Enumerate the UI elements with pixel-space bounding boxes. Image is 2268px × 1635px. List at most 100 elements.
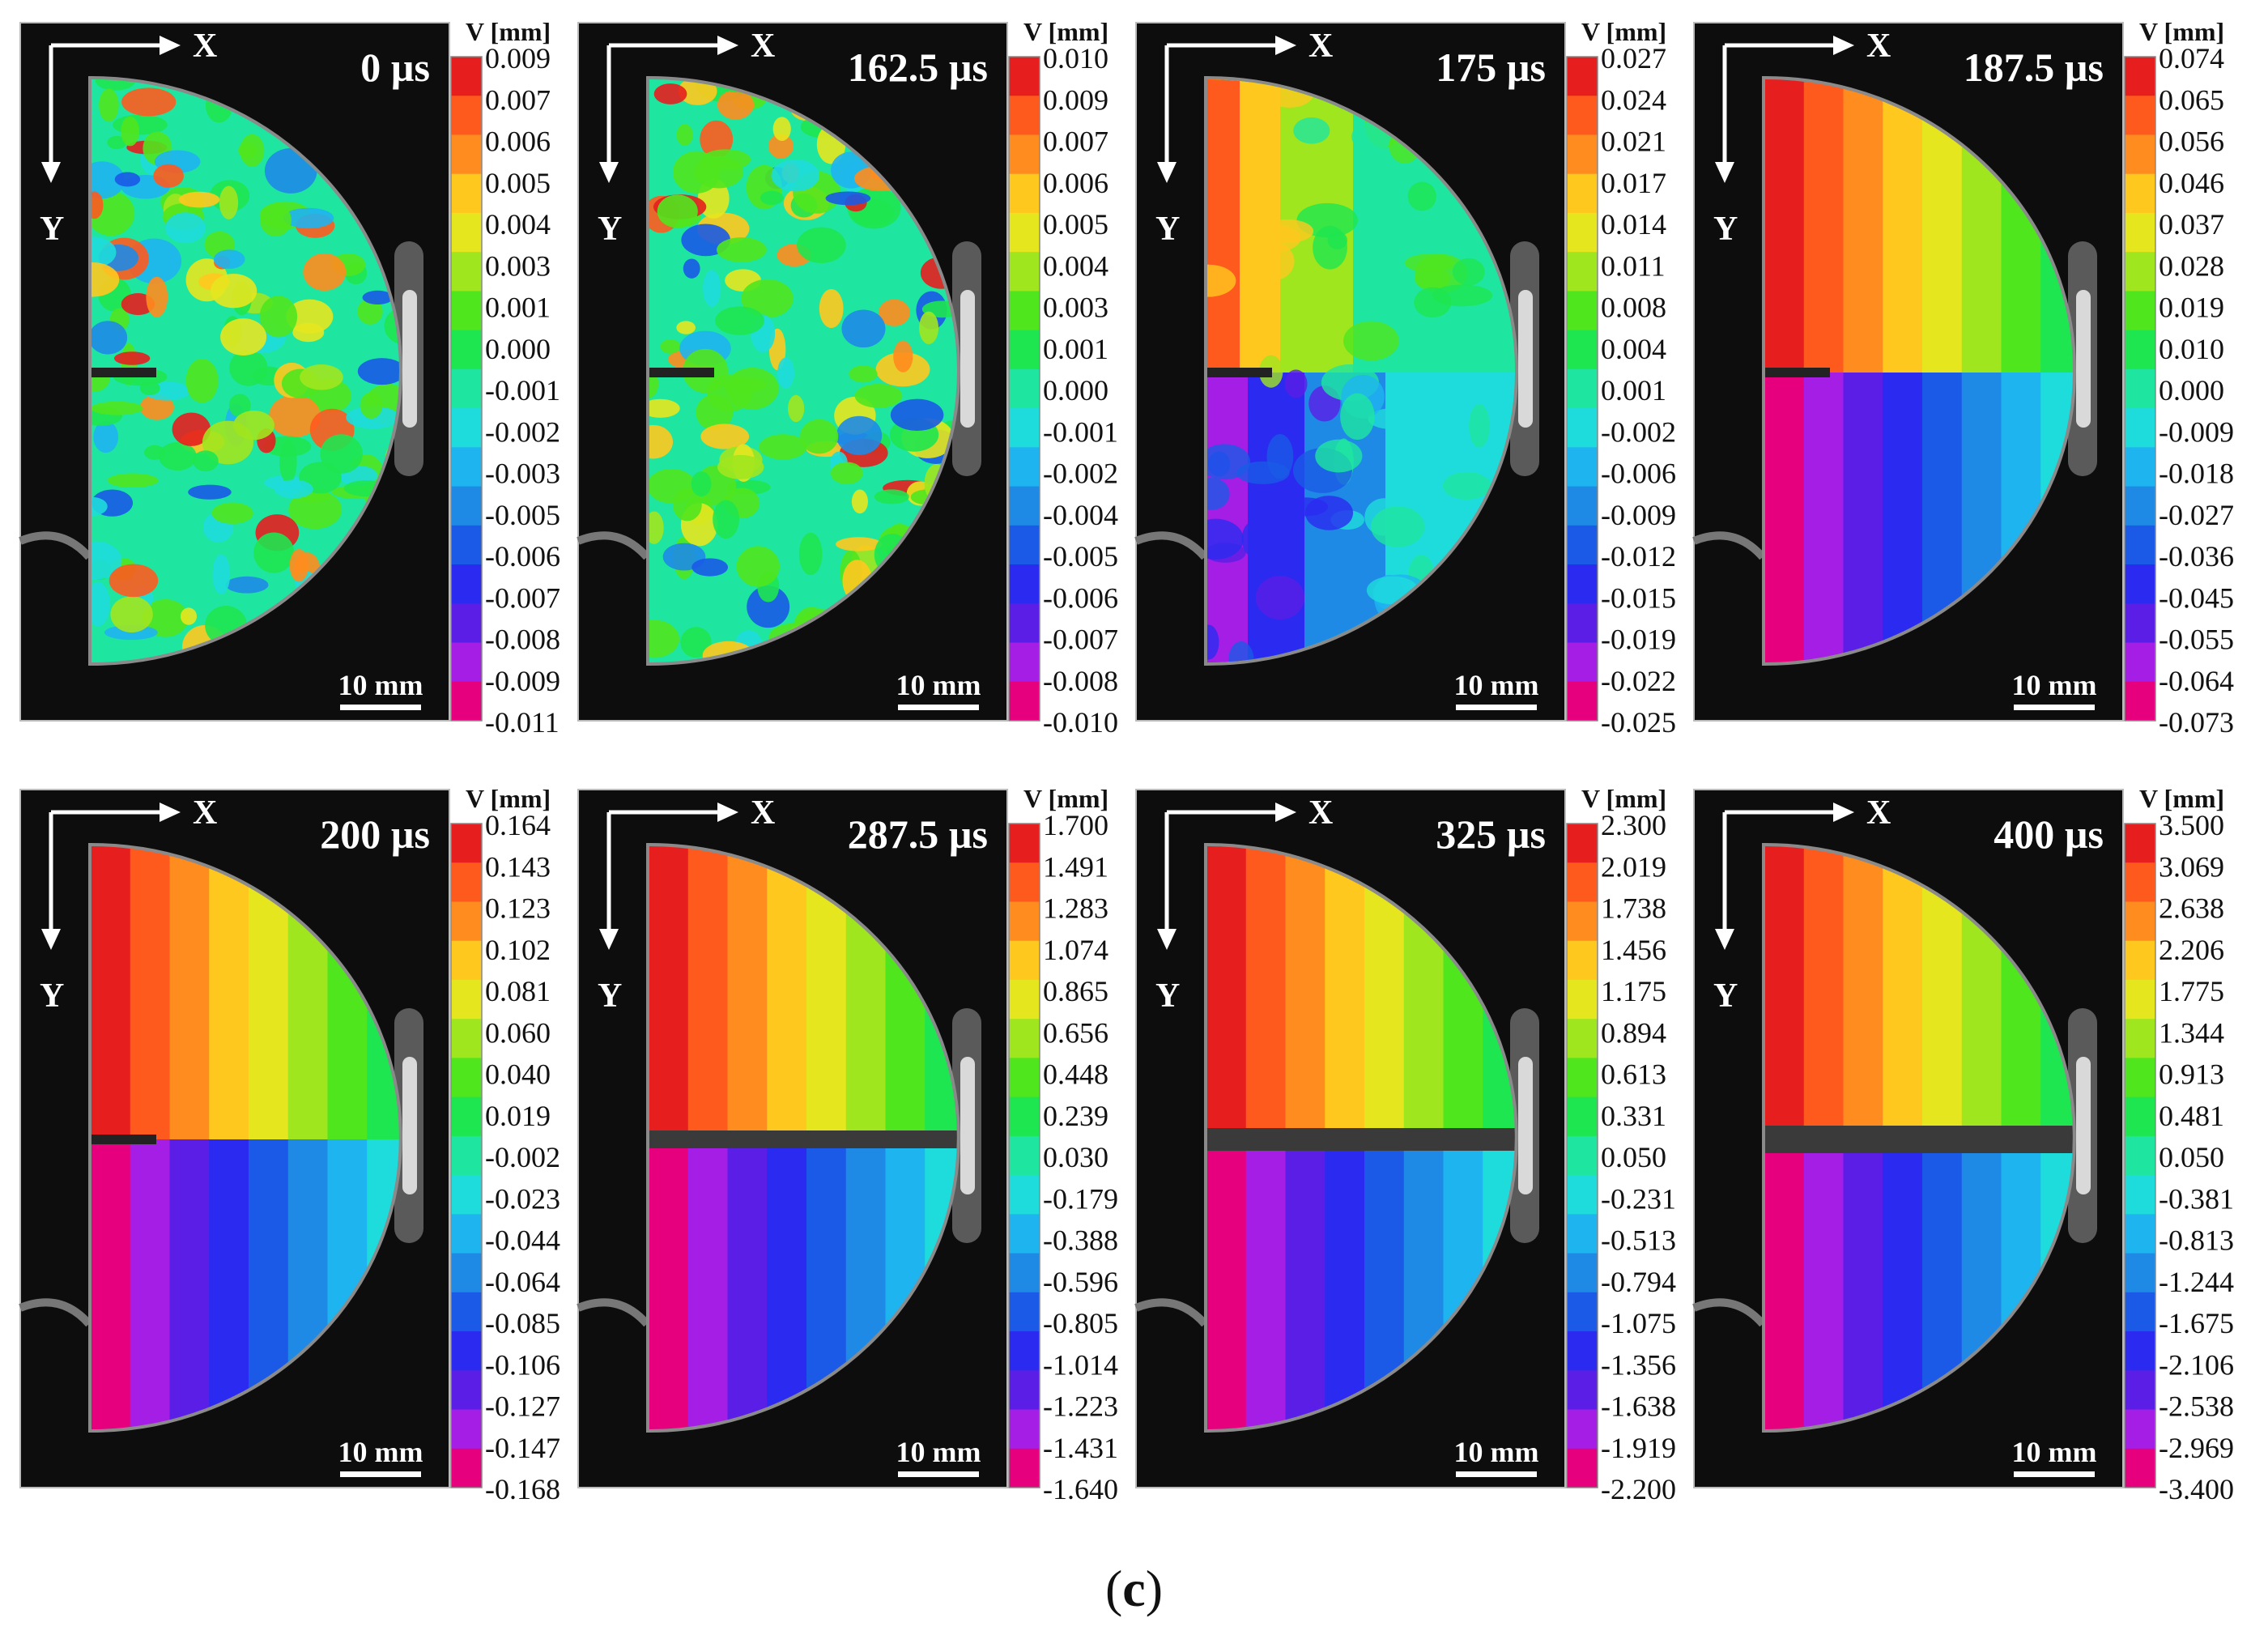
colorbar-swatch	[2125, 1214, 2155, 1254]
x-axis-label: X	[193, 794, 217, 832]
upper-band	[91, 846, 132, 1139]
colorbar-tick-label: -0.044	[485, 1224, 560, 1257]
colorbar-swatch	[2125, 1409, 2155, 1450]
colorbar-swatch	[451, 212, 482, 253]
colorbar-swatch	[1009, 1214, 1040, 1254]
colorbar-swatch	[451, 134, 482, 175]
colorbar-tick-label: 0.003	[485, 249, 551, 282]
colorbar-swatch	[451, 1292, 482, 1332]
colorbar-swatch	[1009, 1292, 1040, 1332]
colorbar-swatch	[2125, 368, 2155, 409]
colorbar-swatch	[1567, 564, 1598, 604]
scale-bar-label: 10 mm	[338, 1436, 423, 1468]
panel-8: X Y 400 µs 10 mm V [mm]3.500 3.069 2.638 2.206 1…	[1692, 784, 2234, 1505]
upper-band	[1803, 79, 1845, 373]
colorbar-tick-label: -0.045	[2159, 581, 2234, 614]
y-axis-label: Y	[1713, 977, 1738, 1015]
colorbar-tick-label: 0.005	[485, 167, 551, 199]
colorbar-tick-label: 0.006	[1043, 167, 1108, 199]
colorbar-tick-label: 1.175	[1601, 975, 1666, 1007]
colorbar-tick-label: 2.019	[1601, 850, 1666, 883]
colorbar-swatch	[1567, 408, 1598, 448]
colorbar-swatch	[1009, 1096, 1040, 1137]
colorbar-swatch	[1567, 1253, 1598, 1293]
colorbar-tick-label: -0.007	[1043, 624, 1118, 656]
colorbar-tick-label: -0.004	[1043, 499, 1118, 531]
panel-3: X Y 175 µs 10 mm V [mm]0.027 0.024 0.021 0.017 0…	[1134, 17, 1676, 739]
colorbar-swatch	[1009, 368, 1040, 409]
x-axis-label: X	[751, 28, 775, 65]
upper-band	[1207, 846, 1248, 1128]
colorbar-swatch	[451, 525, 482, 565]
panel-5: X Y 200 µs 10 mm V [mm]0.164 0.143 0.123 0.102 0…	[19, 784, 560, 1505]
colorbar-tick-label: 0.050	[1601, 1141, 1666, 1173]
colorbar-swatch	[2125, 1292, 2155, 1332]
support-rod	[1692, 531, 1766, 560]
colorbar-swatch	[1009, 57, 1040, 96]
colorbar-tick-label: 0.019	[485, 1100, 551, 1132]
colorbar-tick-label: 0.074	[2159, 42, 2224, 75]
colorbar-tick-label: 0.004	[1601, 333, 1666, 365]
colorbar-swatch	[1567, 1175, 1598, 1215]
upper-band	[209, 846, 250, 1139]
colorbar-swatch	[451, 824, 482, 863]
colorbar-swatch	[1567, 212, 1598, 253]
colorbar-swatch	[1567, 96, 1598, 135]
time-label: 175 µs	[1436, 45, 1546, 90]
colorbar-swatch	[451, 368, 482, 409]
colorbar-tick-label: 0.008	[1601, 292, 1666, 324]
colorbar-swatch	[451, 173, 482, 214]
colorbar-swatch	[1009, 212, 1040, 253]
time-label: 400 µs	[1994, 811, 2104, 857]
colorbar-swatch	[2125, 1448, 2155, 1488]
y-arrowhead-icon	[1715, 162, 1734, 183]
time-label: 287.5 µs	[848, 811, 988, 857]
colorbar-swatch	[1009, 252, 1040, 292]
colorbar-swatch	[1567, 1096, 1598, 1137]
colorbar-swatch	[451, 1135, 482, 1176]
colorbar-tick-label: -0.794	[1601, 1266, 1676, 1298]
scale-bar	[898, 1471, 979, 1477]
colorbar-swatch	[2125, 252, 2155, 292]
colorbar-tick-label: -0.019	[1601, 624, 1676, 656]
support-rod	[1134, 531, 1208, 560]
scale-bar	[1456, 1471, 1537, 1477]
colorbar-tick-label: 0.017	[1601, 167, 1666, 199]
colorbar-tick-label: 0.001	[1043, 333, 1108, 365]
colorbar-tick-label: -0.006	[485, 540, 560, 573]
upper-band	[130, 846, 172, 1139]
colorbar-tick-label: -0.381	[2159, 1182, 2234, 1215]
colorbar-swatch	[2125, 1253, 2155, 1293]
colorbar-tick-label: 2.300	[1601, 809, 1666, 841]
colorbar-tick-label: -0.001	[485, 374, 560, 407]
crack-notch	[1207, 368, 1272, 377]
colorbar-tick-label: 1.283	[1043, 892, 1108, 925]
crack-notch	[1765, 368, 1830, 377]
colorbar-tick-label: 0.060	[485, 1016, 551, 1049]
colorbar-swatch	[1009, 1175, 1040, 1215]
colorbar-title: V [mm]	[1023, 784, 1108, 813]
colorbar-tick-label: 0.448	[1043, 1058, 1108, 1091]
colorbar-tick-label: 0.030	[1043, 1141, 1108, 1173]
x-arrowhead-icon	[1275, 803, 1296, 822]
crack-notch	[649, 368, 714, 377]
colorbar-tick-label: 1.344	[2159, 1016, 2224, 1049]
support-rod	[19, 1298, 92, 1327]
colorbar-swatch	[1009, 603, 1040, 644]
time-label: 200 µs	[320, 811, 430, 857]
crack-gap	[1765, 1126, 2073, 1153]
colorbar-tick-label: -0.147	[485, 1432, 560, 1464]
colorbar-tick-label: -0.011	[485, 706, 560, 739]
support-rod	[19, 531, 92, 560]
x-axis-label: X	[1866, 28, 1891, 65]
lower-band	[1285, 1151, 1327, 1429]
time-label: 325 µs	[1436, 811, 1546, 857]
colorbar-tick-label: -2.106	[2159, 1348, 2234, 1381]
colorbar-swatch	[451, 603, 482, 644]
colorbar-tick-label: -0.007	[485, 581, 560, 614]
colorbar-tick-label: 0.001	[485, 292, 551, 324]
upper-band	[1843, 846, 1885, 1126]
colorbar-tick-label: -0.018	[2159, 458, 2234, 490]
colorbar-tick-label: -3.400	[2159, 1473, 2234, 1505]
colorbar-tick-label: -1.431	[1043, 1432, 1118, 1464]
